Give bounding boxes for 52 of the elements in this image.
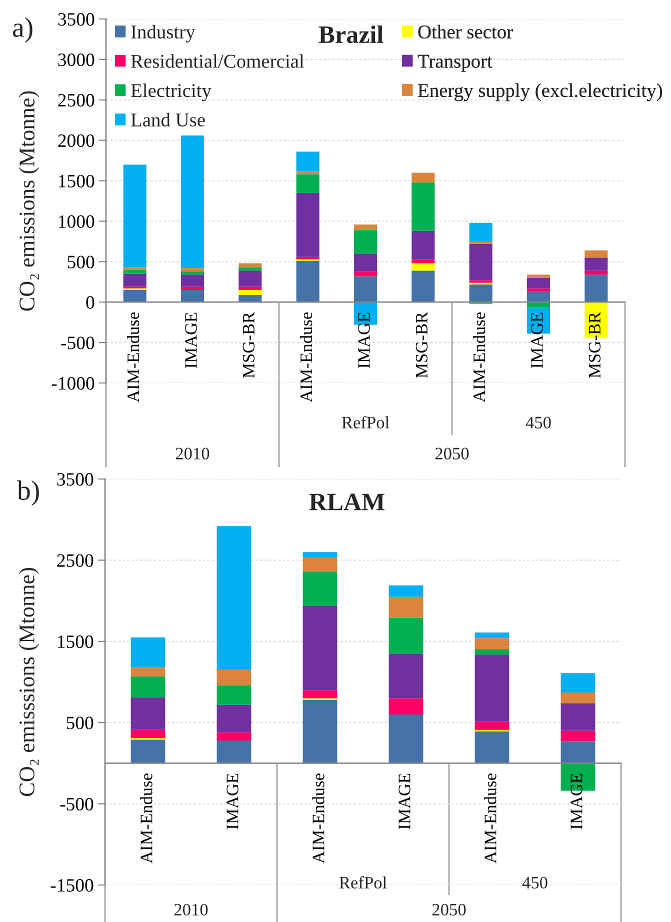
legend-label: Industry [131,24,196,43]
x-tick-label: IMAGE [531,312,543,368]
x-tick-label: AIM-Enduse [472,312,486,402]
x-tick-label: MSG-BR [416,312,428,378]
y-tick-label: 500 [68,256,94,268]
y-tick-label: 2500 [57,554,94,567]
y-tick-label: 1500 [59,174,94,188]
y-tick-label: -500 [61,336,94,350]
x-tick-label: AIM-Enduse [140,774,152,864]
x-tick-label: MSG-BR [588,312,601,378]
legend-label: Energy supply (excl.electricity) [418,83,662,102]
x-tick-label: IMAGE [570,774,582,830]
y-axis-title: CO₂ emisssions (Mtonne) [18,568,39,796]
y-axis-title: CO₂ emissions (Mtonne) [18,91,40,311]
y-tick-label: 3500 [57,473,94,486]
y-tick-label: 1000 [59,215,94,228]
legend-label: Other sector [418,24,513,39]
x-tick-label: IMAGE [226,774,238,830]
annotation: RefPol [339,876,387,889]
legend-label: Electricity [131,83,212,102]
y-tick-label: -500 [60,798,94,810]
x-tick-label: AIM-Enduse [126,312,140,402]
legend-label: Land Use [131,112,205,127]
x-tick-label: AIM-Enduse [484,774,496,864]
x-tick-label: IMAGE [185,312,197,368]
x-tick-label: MSG-BR [242,312,255,378]
y-tick-label: -1000 [52,377,94,390]
y-tick-label: -1500 [50,879,94,892]
legend-label: Residential/Comercial [131,54,304,68]
y-tick-label: 500 [66,716,94,730]
text: 2010 [174,904,208,916]
text: b) [17,480,39,506]
y-tick-label: 3500 [58,13,94,26]
text: a) [12,17,32,43]
y-tick-label: 0 [86,296,94,309]
text: 2050 [432,904,466,916]
y-tick-label: 1500 [58,635,94,648]
chart-title: Brazil [318,26,384,44]
legend-label: Transport [418,54,492,72]
text: RefPol [342,416,390,428]
x-tick-label: IMAGE [358,312,370,368]
x-tick-label: AIM-Enduse [300,312,312,402]
y-tick-label: 2500 [58,94,94,107]
text: 450 [526,416,551,428]
y-tick-label: 2000 [58,134,94,148]
x-tick-label: IMAGE [398,774,410,830]
annotation: 450 [522,876,548,889]
y-tick-label: 3000 [58,53,94,66]
text: 2050 [435,448,469,460]
chart-title: RLAM [309,494,384,510]
text: 2010 [176,448,210,460]
x-tick-label: AIM-Enduse [312,774,324,864]
